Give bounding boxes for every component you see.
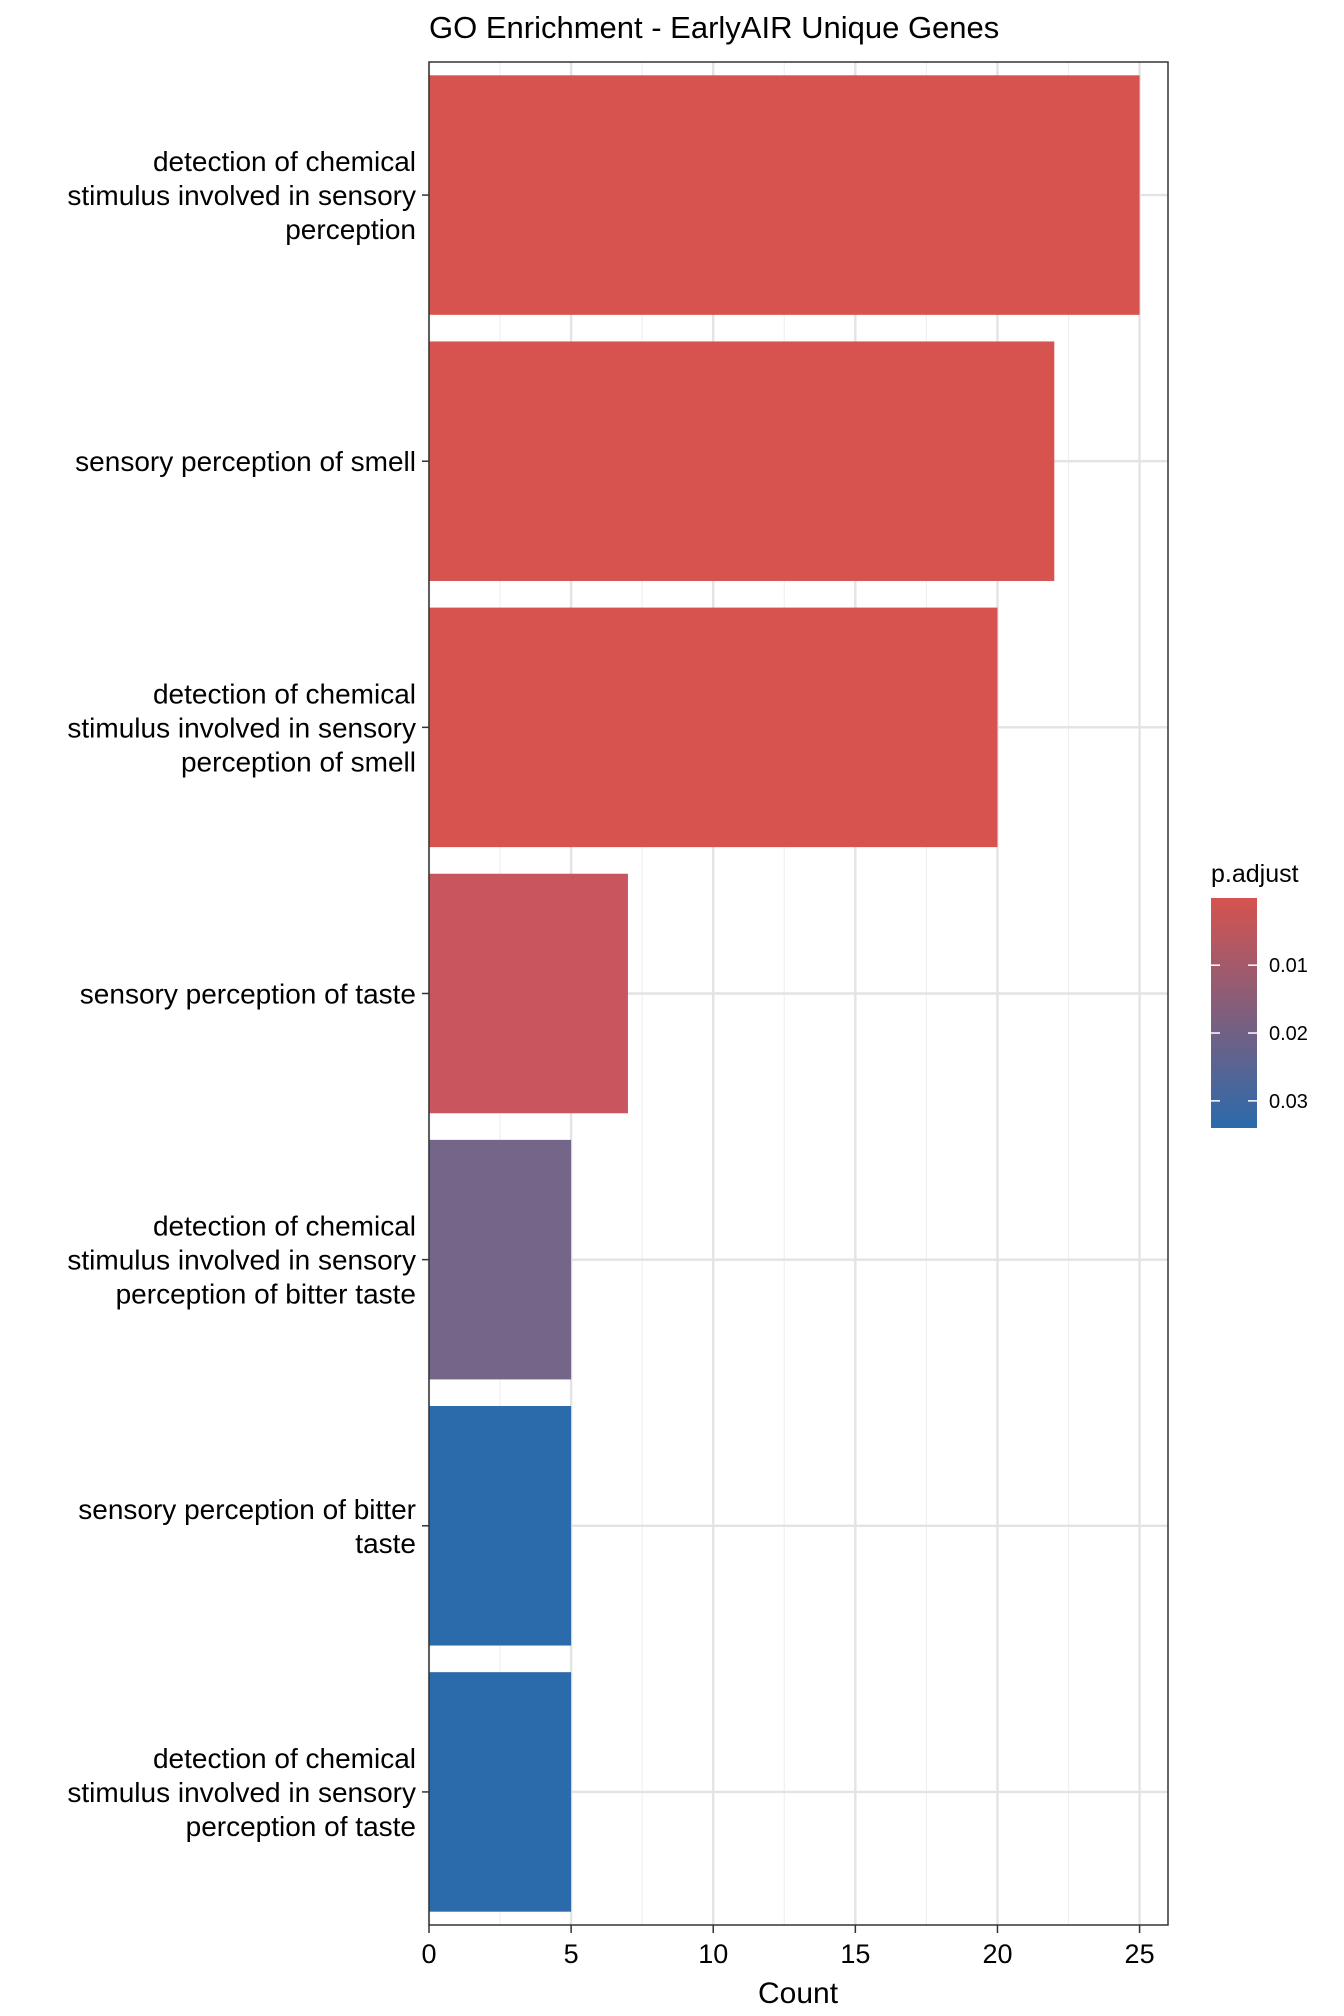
bar xyxy=(429,75,1140,315)
x-tick-label: 5 xyxy=(564,1939,579,1969)
y-tick-label-line: stimulus involved in sensory xyxy=(67,712,416,743)
legend-tick-label: 0.02 xyxy=(1269,1023,1308,1045)
y-tick-label: detection of chemical stimulus involved i… xyxy=(67,678,416,777)
y-tick-label-line: perception of bitter taste xyxy=(116,1279,416,1310)
y-axis: detection of chemical stimulus involved i… xyxy=(67,146,429,1842)
y-tick-label-line: detection of chemical xyxy=(153,1211,416,1242)
bar xyxy=(429,607,998,848)
y-tick-label-line: sensory perception of smell xyxy=(75,446,416,477)
bars xyxy=(429,75,1140,1912)
legend: p.adjust 0.01 0.02 0.03 xyxy=(1211,860,1308,1128)
bar xyxy=(429,1139,572,1380)
y-tick-label-line: detection of chemical xyxy=(153,146,416,177)
y-tick-label: sensory perception of bitter taste xyxy=(78,1494,416,1559)
bar xyxy=(429,1406,572,1646)
legend-tick-label: 0.01 xyxy=(1269,955,1308,977)
x-axis: 0 5 10 15 20 25 xyxy=(421,1925,1155,1969)
legend-tick-label: 0.03 xyxy=(1269,1091,1308,1113)
x-tick-label: 15 xyxy=(840,1939,870,1969)
x-tick-label: 25 xyxy=(1125,1939,1155,1969)
y-tick-label: sensory perception of taste xyxy=(80,979,416,1010)
y-tick-label-line: perception of taste xyxy=(186,1811,416,1842)
y-tick-label-line: sensory perception of bitter xyxy=(78,1494,416,1525)
x-tick-label: 10 xyxy=(698,1939,728,1969)
chart-title: GO Enrichment - EarlyAIR Unique Genes xyxy=(429,10,999,45)
y-tick-label-line: stimulus involved in sensory xyxy=(67,1777,416,1808)
legend-title: p.adjust xyxy=(1211,860,1299,888)
y-tick-label: sensory perception of smell xyxy=(75,446,416,477)
y-tick-label: detection of chemical stimulus involved i… xyxy=(67,1211,416,1310)
bar xyxy=(429,1672,572,1912)
y-tick-label-line: detection of chemical xyxy=(153,1743,416,1774)
y-tick-label-line: perception xyxy=(285,214,416,245)
y-tick-label-line: taste xyxy=(355,1528,416,1559)
legend-ticks: 0.01 0.02 0.03 xyxy=(1211,955,1308,1113)
y-tick-label-line: stimulus involved in sensory xyxy=(67,180,416,211)
y-tick-label: detection of chemical stimulus involved i… xyxy=(67,146,416,245)
y-tick-label: detection of chemical stimulus involved i… xyxy=(67,1743,416,1842)
bar xyxy=(429,873,628,1114)
y-tick-label-line: detection of chemical xyxy=(153,678,416,709)
x-tick-label: 0 xyxy=(421,1939,436,1969)
y-tick-label-line: stimulus involved in sensory xyxy=(67,1245,416,1276)
legend-colorbar xyxy=(1211,898,1257,1128)
y-tick-label-line: sensory perception of taste xyxy=(80,979,416,1010)
x-axis-label: Count xyxy=(758,1977,839,2010)
y-tick-label-line: perception of smell xyxy=(181,746,416,777)
bar xyxy=(429,341,1055,581)
x-tick-label: 20 xyxy=(982,1939,1012,1969)
